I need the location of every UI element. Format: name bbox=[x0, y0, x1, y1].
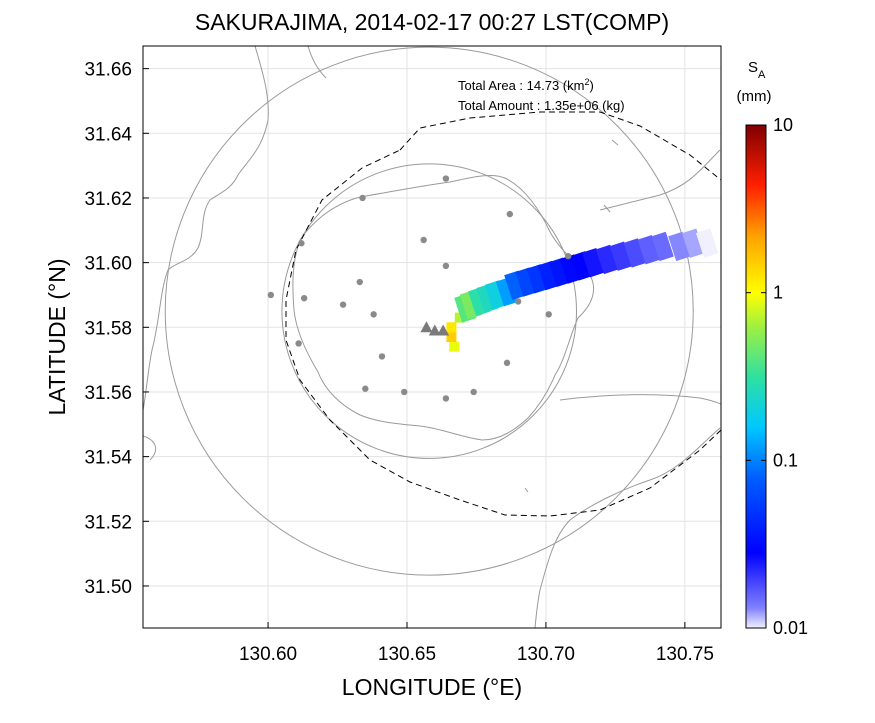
colorbar: SA (mm) 10 1 0.1 0.01 bbox=[737, 59, 809, 638]
plot-frame bbox=[142, 45, 722, 629]
station-marker bbox=[295, 340, 302, 347]
station-marker bbox=[356, 278, 363, 286]
svg-text:Total Area : 14.73 (km2): Total Area : 14.73 (km2) bbox=[458, 77, 594, 93]
ashfall-cell bbox=[582, 247, 605, 278]
colorbar-ticks: 10 1 0.1 0.01 bbox=[746, 115, 808, 638]
colorbar-tick-label: 1 bbox=[773, 283, 783, 303]
ashfall-cell bbox=[637, 235, 660, 265]
colorbar-scale bbox=[745, 124, 767, 629]
ashfall-distribution bbox=[446, 228, 719, 352]
total-amount-annotation: Total Amount : 1.35e+06 (kg) bbox=[458, 98, 625, 113]
sakurajima-coast bbox=[292, 175, 594, 441]
station-marker bbox=[378, 353, 386, 360]
x-tick-label: 130.75 bbox=[656, 644, 714, 665]
station-marker bbox=[300, 295, 308, 302]
station-marker bbox=[420, 236, 427, 244]
ashfall-cell bbox=[651, 231, 674, 262]
station-marker bbox=[362, 385, 369, 392]
ashfall-cell bbox=[454, 312, 465, 323]
y-tick-label: 31.50 bbox=[84, 577, 132, 598]
station-marker bbox=[442, 175, 450, 182]
svg-text:SA: SA bbox=[748, 59, 766, 81]
total-area-annotation: Total Area : 14.73 (km2) bbox=[458, 77, 594, 93]
station-marker bbox=[545, 311, 552, 318]
station-marker bbox=[470, 388, 477, 396]
volcano-vents bbox=[420, 321, 450, 336]
ashfall-cell bbox=[609, 241, 633, 271]
x-axis-label: LONGITUDE (°E) bbox=[342, 674, 522, 700]
ashfall-cell bbox=[559, 254, 583, 284]
x-tick-label: 130.60 bbox=[239, 644, 297, 665]
y-tick-label: 31.66 bbox=[84, 60, 132, 81]
colorbar-label: S bbox=[748, 59, 758, 76]
station-marker bbox=[442, 262, 450, 270]
ashfall-cell bbox=[695, 228, 719, 258]
station-marker bbox=[370, 311, 377, 318]
colorbar-label-subscript: A bbox=[758, 69, 766, 81]
ashfall-cell bbox=[449, 341, 460, 352]
total-area-label: Total Area : 14.73 (km bbox=[458, 78, 584, 93]
ashfall-cell bbox=[446, 322, 457, 333]
y-tick-label: 31.58 bbox=[84, 318, 132, 339]
ashfall-cell bbox=[548, 257, 571, 288]
station-marker bbox=[298, 240, 305, 247]
radar-range-rings bbox=[164, 46, 694, 576]
station-marker bbox=[503, 359, 511, 367]
ashfall-cell bbox=[504, 270, 527, 300]
observation-area-boundary bbox=[285, 111, 721, 517]
observation-stations bbox=[267, 175, 572, 402]
ashfall-cell bbox=[446, 332, 457, 342]
vent-marker bbox=[420, 321, 433, 333]
station-marker bbox=[514, 298, 522, 305]
ashfall-cell bbox=[515, 267, 538, 297]
vent-marker bbox=[428, 324, 441, 336]
x-tick-label: 130.65 bbox=[378, 644, 436, 665]
map-title: SAKURAJIMA, 2014-02-17 00:27 LST(COMP) bbox=[195, 9, 669, 35]
plot-area: Total Area : 14.73 (km2) Total Amount : … bbox=[44, 45, 722, 700]
y-tick-label: 31.56 bbox=[84, 383, 132, 404]
station-marker bbox=[339, 301, 347, 308]
y-tick-label: 31.64 bbox=[84, 124, 132, 145]
station-marker bbox=[359, 194, 366, 202]
ashfall-cell bbox=[537, 260, 560, 291]
station-marker bbox=[564, 252, 572, 260]
y-axis-label: LATITUDE (°N) bbox=[44, 259, 70, 416]
colorbar-tick-label: 0.1 bbox=[773, 450, 798, 470]
colorbar-unit: (mm) bbox=[737, 88, 772, 105]
range-ring bbox=[164, 46, 694, 576]
x-tick-label: 130.70 bbox=[517, 644, 575, 665]
y-tick-label: 31.60 bbox=[84, 254, 132, 275]
total-area-superscript: 2 bbox=[584, 77, 589, 87]
ashfall-cell bbox=[668, 231, 691, 262]
total-area-tail: ) bbox=[589, 78, 593, 93]
ashfall-cell bbox=[570, 251, 594, 281]
x-axis-ticks: 130.60 130.65 130.70 130.75 bbox=[239, 622, 714, 665]
station-marker bbox=[401, 388, 408, 396]
y-tick-label: 31.52 bbox=[84, 512, 132, 533]
ashfall-cell bbox=[595, 244, 619, 275]
station-marker bbox=[442, 395, 450, 402]
y-axis-ticks: 31.50 31.52 31.54 31.56 31.58 31.60 31.62 31.64… bbox=[84, 60, 149, 598]
ashfall-cell bbox=[484, 280, 508, 310]
ashfall-cell bbox=[526, 264, 549, 294]
vent-marker bbox=[437, 324, 450, 336]
ashfall-cell bbox=[623, 238, 647, 268]
plot-background bbox=[143, 46, 721, 628]
ashfall-cell bbox=[682, 228, 705, 258]
y-tick-label: 31.54 bbox=[84, 448, 132, 469]
colorbar-tick-label: 10 bbox=[773, 115, 793, 135]
colorbar-tick-label: 0.01 bbox=[773, 618, 808, 638]
range-ring bbox=[281, 163, 577, 459]
coastline bbox=[143, 46, 721, 628]
y-tick-label: 31.62 bbox=[84, 189, 132, 210]
station-marker bbox=[506, 210, 514, 218]
station-marker bbox=[267, 291, 275, 299]
